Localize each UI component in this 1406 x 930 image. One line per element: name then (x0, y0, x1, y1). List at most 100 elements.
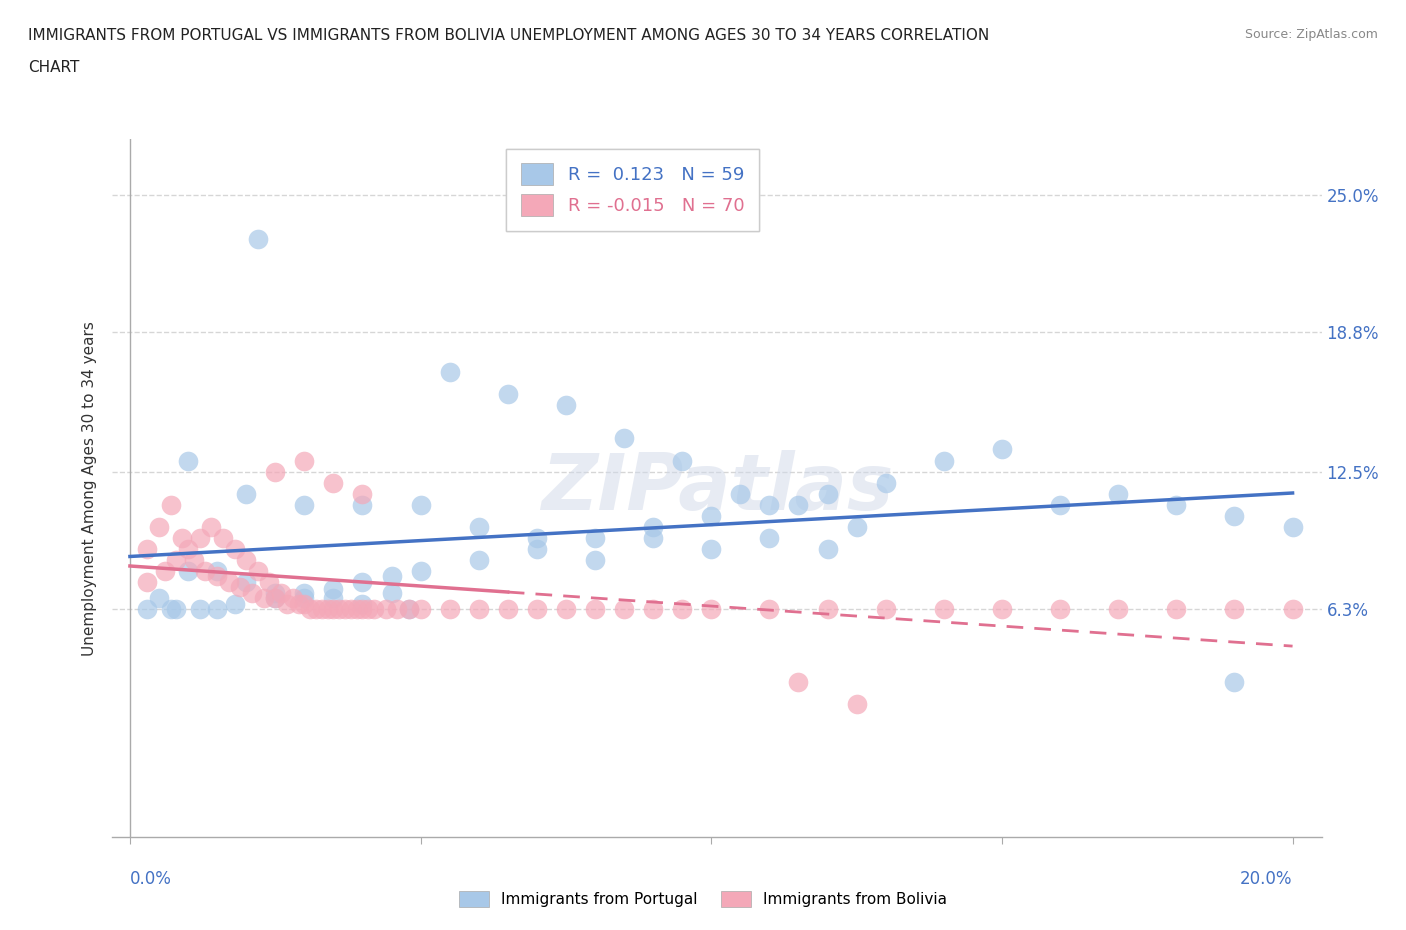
Point (932, 453, 955, 468)
Text: ZIPatlas: ZIPatlas (541, 450, 893, 526)
Point (700, 541, 723, 556)
Point (845, 520, 868, 535)
Point (554, 602, 576, 617)
Point (613, 602, 636, 617)
Point (224, 541, 246, 556)
Y-axis label: Unemployment Among Ages 30 to 34 years: Unemployment Among Ages 30 to 34 years (82, 321, 97, 656)
Point (357, 602, 380, 617)
Legend: Immigrants from Portugal, Immigrants from Bolivia: Immigrants from Portugal, Immigrants fro… (453, 884, 953, 913)
Point (188, 602, 211, 617)
Point (287, 597, 309, 612)
Point (1107, 602, 1129, 617)
Point (380, 568, 402, 583)
Point (671, 453, 693, 468)
Point (292, 597, 315, 612)
Point (322, 581, 344, 596)
Point (311, 602, 333, 617)
Point (526, 531, 548, 546)
Point (643, 531, 665, 546)
Text: 20.0%: 20.0% (1240, 870, 1292, 888)
Point (467, 602, 489, 617)
Point (583, 552, 606, 567)
Point (229, 579, 252, 594)
Point (159, 602, 181, 617)
Point (387, 602, 409, 617)
Point (409, 498, 432, 512)
Point (352, 575, 374, 590)
Point (409, 564, 432, 578)
Point (148, 591, 170, 605)
Point (205, 602, 228, 617)
Text: Source: ZipAtlas.com: Source: ZipAtlas.com (1244, 28, 1378, 41)
Point (817, 541, 839, 556)
Point (136, 575, 159, 590)
Point (136, 602, 159, 617)
Point (281, 591, 304, 605)
Point (165, 602, 187, 617)
Point (340, 602, 363, 617)
Point (165, 552, 187, 567)
Point (352, 486, 374, 501)
Point (583, 531, 606, 546)
Point (212, 531, 235, 546)
Point (526, 541, 548, 556)
Point (333, 602, 356, 617)
Point (787, 674, 810, 689)
Point (380, 586, 402, 601)
Point (240, 586, 263, 601)
Point (299, 602, 322, 617)
Point (398, 602, 420, 617)
Point (322, 475, 344, 490)
Point (875, 602, 897, 617)
Point (1166, 498, 1188, 512)
Point (322, 591, 344, 605)
Point (235, 552, 257, 567)
Point (205, 564, 228, 578)
Point (352, 498, 374, 512)
Point (253, 591, 276, 605)
Point (700, 602, 723, 617)
Point (374, 602, 396, 617)
Text: IMMIGRANTS FROM PORTUGAL VS IMMIGRANTS FROM BOLIVIA UNEMPLOYMENT AMONG AGES 30 T: IMMIGRANTS FROM PORTUGAL VS IMMIGRANTS F… (28, 28, 990, 43)
Point (643, 602, 665, 617)
Point (496, 602, 519, 617)
Point (1223, 674, 1246, 689)
Point (409, 602, 432, 617)
Point (194, 564, 217, 578)
Point (787, 498, 810, 512)
Point (554, 398, 576, 413)
Point (259, 575, 281, 590)
Point (200, 520, 222, 535)
Point (153, 564, 176, 578)
Point (700, 509, 723, 524)
Point (1049, 498, 1071, 512)
Point (526, 602, 548, 617)
Point (363, 602, 385, 617)
Point (177, 453, 200, 468)
Point (1049, 602, 1071, 617)
Point (264, 591, 287, 605)
Point (1281, 520, 1303, 535)
Point (264, 586, 287, 601)
Point (183, 552, 205, 567)
Point (643, 520, 665, 535)
Point (730, 486, 752, 501)
Point (758, 602, 780, 617)
Point (235, 575, 257, 590)
Point (292, 586, 315, 601)
Point (264, 464, 287, 479)
Point (1223, 509, 1246, 524)
Point (1107, 486, 1129, 501)
Point (467, 520, 489, 535)
Point (177, 541, 200, 556)
Point (270, 586, 292, 601)
Point (932, 602, 955, 617)
Point (328, 602, 350, 617)
Point (1166, 602, 1188, 617)
Point (177, 564, 200, 578)
Point (235, 486, 257, 501)
Point (439, 602, 461, 617)
Point (817, 486, 839, 501)
Point (817, 602, 839, 617)
Point (583, 602, 606, 617)
